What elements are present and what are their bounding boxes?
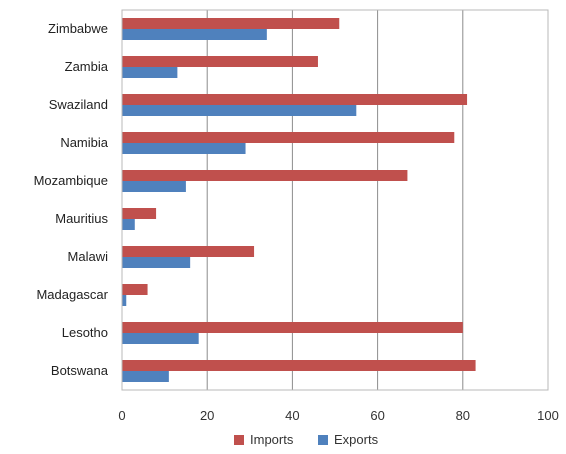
x-tick-labels: 0 20 40 60 80 100 xyxy=(118,408,558,423)
x-tick-label: 20 xyxy=(200,408,214,423)
x-tick-label: 0 xyxy=(118,408,125,423)
bar-exports-swaziland xyxy=(122,105,357,116)
category-labels: Zimbabwe Zambia Swaziland Namibia Mozambique… xyxy=(34,21,109,378)
category-label: Mozambique xyxy=(34,173,108,188)
legend-label-exports: Exports xyxy=(334,432,379,447)
category-label: Madagascar xyxy=(36,287,108,302)
bar-imports-madagascar xyxy=(122,284,148,295)
bar-exports-namibia xyxy=(122,143,246,154)
bar-exports-botswana xyxy=(122,371,169,382)
category-label: Zimbabwe xyxy=(48,21,108,36)
x-tick-label: 40 xyxy=(285,408,299,423)
bar-exports-zambia xyxy=(122,67,178,78)
category-label: Namibia xyxy=(60,135,108,150)
x-tick-label: 100 xyxy=(537,408,559,423)
bar-exports-malawi xyxy=(122,257,191,268)
legend: Imports Exports xyxy=(234,432,379,447)
category-label: Botswana xyxy=(51,363,109,378)
bar-exports-lesotho xyxy=(122,333,199,344)
bar-imports-botswana xyxy=(122,360,476,371)
category-label: Mauritius xyxy=(55,211,108,226)
x-tick-label: 60 xyxy=(370,408,384,423)
bars xyxy=(122,18,476,382)
category-label: Zambia xyxy=(65,59,109,74)
bar-exports-zimbabwe xyxy=(122,29,267,40)
bar-imports-mozambique xyxy=(122,170,408,181)
bar-imports-zimbabwe xyxy=(122,18,340,29)
category-label: Malawi xyxy=(68,249,109,264)
bar-exports-mauritius xyxy=(122,219,135,230)
legend-label-imports: Imports xyxy=(250,432,294,447)
bar-exports-madagascar xyxy=(122,295,127,306)
bar-imports-lesotho xyxy=(122,322,463,333)
legend-swatch-exports xyxy=(318,435,328,445)
plot-frame xyxy=(121,9,549,391)
bar-imports-swaziland xyxy=(122,94,468,105)
bar-imports-mauritius xyxy=(122,208,157,219)
bar-imports-namibia xyxy=(122,132,455,143)
bar-imports-zambia xyxy=(122,56,318,67)
bar-exports-mozambique xyxy=(122,181,186,192)
category-label: Lesotho xyxy=(62,325,108,340)
x-tick-label: 80 xyxy=(456,408,470,423)
legend-swatch-imports xyxy=(234,435,244,445)
category-label: Swaziland xyxy=(49,97,108,112)
bar-imports-malawi xyxy=(122,246,255,257)
